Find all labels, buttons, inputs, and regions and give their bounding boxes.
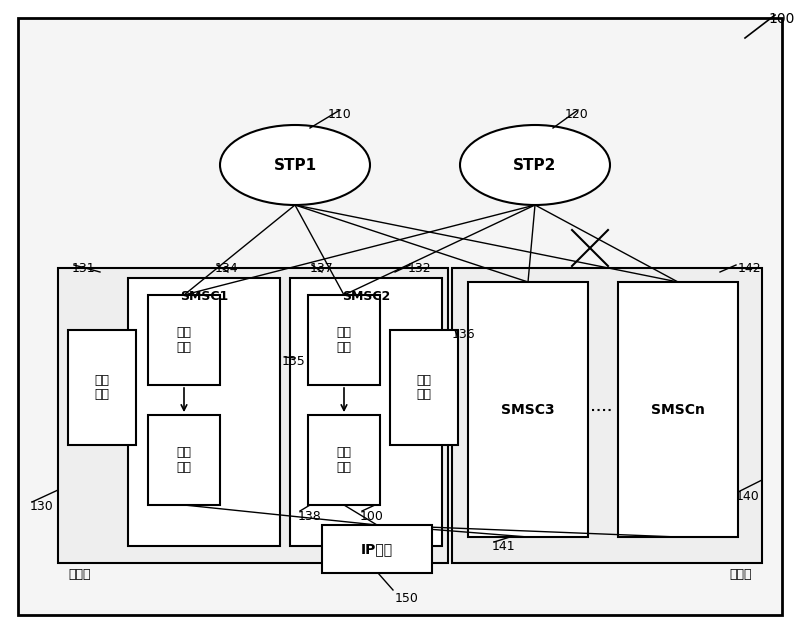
Text: 120: 120 xyxy=(565,108,589,121)
Text: 141: 141 xyxy=(492,540,516,553)
Text: 134: 134 xyxy=(215,262,238,275)
Text: 分发
模块: 分发 模块 xyxy=(177,446,191,474)
Text: 扩展局: 扩展局 xyxy=(730,568,752,581)
Bar xyxy=(618,282,738,537)
Bar xyxy=(128,278,280,546)
Bar xyxy=(452,268,762,563)
Ellipse shape xyxy=(460,125,610,205)
Text: 140: 140 xyxy=(736,490,760,503)
Bar xyxy=(322,525,432,573)
Bar xyxy=(148,415,220,505)
Text: IP网络: IP网络 xyxy=(361,542,393,556)
Bar xyxy=(308,295,380,385)
Bar xyxy=(308,415,380,505)
Text: 分发
模块: 分发 模块 xyxy=(337,446,351,474)
Text: SMSC1: SMSC1 xyxy=(180,290,228,303)
Text: 150: 150 xyxy=(395,592,419,605)
Text: 配置
模块: 配置 模块 xyxy=(417,373,431,401)
Text: 142: 142 xyxy=(738,262,762,275)
Text: STP1: STP1 xyxy=(274,158,317,173)
Text: 100: 100 xyxy=(768,12,794,26)
Text: SMSCn: SMSCn xyxy=(651,403,705,417)
Text: 130: 130 xyxy=(30,500,54,513)
Text: 中心局: 中心局 xyxy=(68,568,90,581)
Bar xyxy=(58,268,448,563)
Bar xyxy=(290,278,442,546)
Bar xyxy=(148,295,220,385)
Text: 配置
模块: 配置 模块 xyxy=(94,373,110,401)
Text: 接收
模块: 接收 模块 xyxy=(337,326,351,354)
Text: 138: 138 xyxy=(298,510,322,523)
Text: 131: 131 xyxy=(72,262,96,275)
Text: 136: 136 xyxy=(452,328,476,341)
Text: 137: 137 xyxy=(310,262,334,275)
Ellipse shape xyxy=(220,125,370,205)
Bar xyxy=(68,330,136,445)
Text: STP2: STP2 xyxy=(514,158,557,173)
Bar xyxy=(390,330,458,445)
Text: 132: 132 xyxy=(408,262,432,275)
Bar xyxy=(468,282,588,537)
Text: 接收
模块: 接收 模块 xyxy=(177,326,191,354)
Text: 100: 100 xyxy=(360,510,384,523)
Text: 110: 110 xyxy=(328,108,352,121)
Text: SMSC2: SMSC2 xyxy=(342,290,390,303)
Text: SMSC3: SMSC3 xyxy=(501,403,555,417)
Text: 135: 135 xyxy=(282,355,306,368)
